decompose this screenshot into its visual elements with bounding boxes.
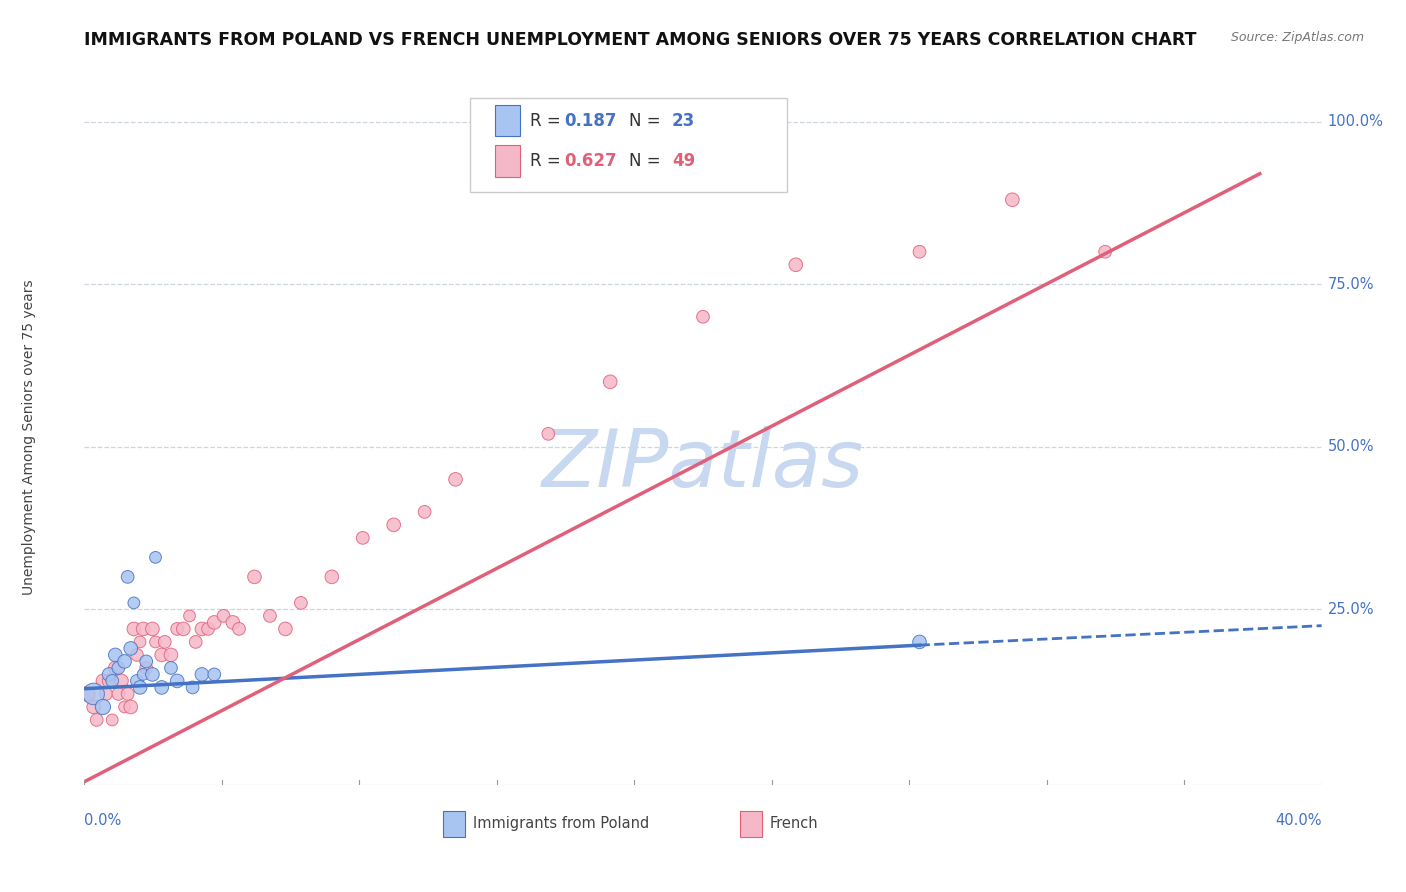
Text: French: French	[770, 816, 818, 831]
Point	[120, 700, 142, 714]
Point	[117, 687, 139, 701]
Point	[135, 661, 157, 675]
Text: 23: 23	[672, 112, 696, 129]
Point	[321, 570, 343, 584]
Point	[114, 700, 136, 714]
Point	[153, 635, 176, 649]
Point	[191, 667, 214, 681]
FancyBboxPatch shape	[495, 145, 520, 177]
Point	[228, 622, 250, 636]
Point	[181, 681, 204, 695]
FancyBboxPatch shape	[740, 811, 762, 837]
Point	[145, 550, 167, 565]
Point	[212, 608, 235, 623]
Point	[222, 615, 245, 630]
FancyBboxPatch shape	[495, 105, 520, 136]
Point	[290, 596, 312, 610]
Point	[141, 622, 163, 636]
Point	[98, 673, 121, 688]
Point	[150, 681, 173, 695]
Text: N =: N =	[628, 112, 665, 129]
Text: 100.0%: 100.0%	[1327, 114, 1384, 129]
Point	[76, 687, 98, 701]
Point	[129, 681, 152, 695]
Point	[413, 505, 436, 519]
Point	[91, 673, 114, 688]
Text: R =: R =	[530, 152, 565, 169]
Point	[94, 687, 117, 701]
Point	[184, 635, 207, 649]
Point	[132, 667, 155, 681]
Point	[110, 673, 132, 688]
Point	[104, 648, 127, 662]
Point	[120, 641, 142, 656]
Point	[382, 517, 405, 532]
FancyBboxPatch shape	[443, 811, 465, 837]
Point	[1094, 244, 1116, 259]
Point	[107, 687, 129, 701]
Point	[122, 596, 145, 610]
Point	[599, 375, 621, 389]
Text: 0.0%: 0.0%	[84, 813, 121, 828]
Point	[101, 713, 124, 727]
Point	[125, 648, 148, 662]
Point	[160, 648, 183, 662]
Point	[202, 667, 225, 681]
Text: 50.0%: 50.0%	[1327, 440, 1374, 454]
Point	[104, 661, 127, 675]
Point	[141, 667, 163, 681]
Text: Immigrants from Poland: Immigrants from Poland	[472, 816, 650, 831]
Point	[166, 622, 188, 636]
Point	[166, 673, 188, 688]
Text: 40.0%: 40.0%	[1275, 813, 1322, 828]
Point	[259, 608, 281, 623]
Point	[129, 635, 152, 649]
Point	[202, 615, 225, 630]
Point	[135, 654, 157, 668]
Point	[352, 531, 374, 545]
Text: Unemployment Among Seniors over 75 years: Unemployment Among Seniors over 75 years	[21, 279, 35, 595]
Text: 0.627: 0.627	[564, 152, 617, 169]
Point	[125, 673, 148, 688]
FancyBboxPatch shape	[471, 97, 787, 192]
Point	[1001, 193, 1024, 207]
Point	[172, 622, 194, 636]
Point	[274, 622, 297, 636]
Point	[150, 648, 173, 662]
Point	[122, 622, 145, 636]
Point	[537, 426, 560, 441]
Point	[191, 622, 214, 636]
Point	[179, 608, 201, 623]
Point	[114, 654, 136, 668]
Text: 49: 49	[672, 152, 696, 169]
Point	[132, 622, 155, 636]
Text: 25.0%: 25.0%	[1327, 602, 1374, 617]
Point	[98, 667, 121, 681]
Point	[692, 310, 714, 324]
Point	[91, 700, 114, 714]
Point	[444, 472, 467, 486]
Text: Source: ZipAtlas.com: Source: ZipAtlas.com	[1230, 31, 1364, 45]
Text: 0.187: 0.187	[564, 112, 617, 129]
Point	[117, 570, 139, 584]
Point	[83, 687, 105, 701]
Text: ZIPatlas: ZIPatlas	[541, 425, 865, 504]
Point	[83, 700, 105, 714]
Point	[145, 635, 167, 649]
Point	[785, 258, 807, 272]
Point	[197, 622, 219, 636]
Point	[107, 661, 129, 675]
Point	[86, 713, 108, 727]
Text: IMMIGRANTS FROM POLAND VS FRENCH UNEMPLOYMENT AMONG SENIORS OVER 75 YEARS CORREL: IMMIGRANTS FROM POLAND VS FRENCH UNEMPLO…	[84, 31, 1197, 49]
Text: N =: N =	[628, 152, 665, 169]
Text: 75.0%: 75.0%	[1327, 277, 1374, 292]
Point	[243, 570, 266, 584]
Point	[160, 661, 183, 675]
Point	[908, 244, 931, 259]
Point	[908, 635, 931, 649]
Text: R =: R =	[530, 112, 565, 129]
Point	[101, 673, 124, 688]
